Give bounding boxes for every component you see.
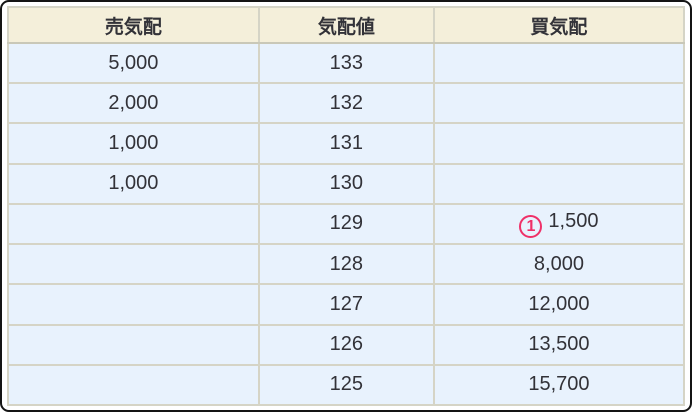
- sell-qty-cell: 2,000: [7, 82, 260, 125]
- price-cell: 131: [257, 122, 435, 165]
- sell-qty-cell: [7, 283, 260, 326]
- col-header-sell-quotes: 売気配: [7, 6, 260, 44]
- col-header-buy-quotes: 買気配: [432, 6, 686, 44]
- header-row: 売気配 気配値 買気配: [7, 6, 686, 44]
- sell-qty-cell: 5,000: [7, 41, 260, 85]
- price-cell: 132: [257, 82, 435, 125]
- price-cell: 126: [257, 323, 435, 366]
- sell-qty-cell: [7, 243, 260, 286]
- table-row: 126 13,500: [7, 323, 686, 366]
- table-row: 128 8,000: [7, 243, 686, 286]
- price-cell: 130: [257, 162, 435, 205]
- table-row: 1,000 130: [7, 162, 686, 205]
- buy-qty-cell: 12,000: [432, 283, 686, 326]
- sell-qty-cell: 1,000: [7, 122, 260, 165]
- circled-number-badge-icon: 1: [519, 215, 543, 239]
- buy-qty-cell: 15,700: [432, 363, 686, 407]
- sell-qty-cell: [7, 323, 260, 366]
- buy-qty-cell: [432, 162, 686, 205]
- buy-qty-cell: [432, 82, 686, 125]
- sell-qty-cell: [7, 202, 260, 246]
- order-book-table: 売気配 気配値 買気配 5,000 133 2,000 132 1,000 131 1,00…: [7, 6, 686, 407]
- buy-qty-cell: 8,000: [432, 243, 686, 286]
- buy-qty-cell: [432, 41, 686, 85]
- buy-qty-cell: 13,500: [432, 323, 686, 366]
- table-row: 2,000 132: [7, 82, 686, 125]
- table-row: 129 1 1,500: [7, 202, 686, 246]
- price-cell: 128: [257, 243, 435, 286]
- table-row: 1,000 131: [7, 122, 686, 165]
- buy-qty-value: 1,500: [548, 209, 599, 232]
- buy-qty-cell: 1 1,500: [432, 202, 686, 246]
- price-cell: 133: [257, 41, 435, 85]
- price-cell: 125: [257, 363, 435, 407]
- table-row: 5,000 133: [7, 41, 686, 85]
- col-header-quote-price: 気配値: [257, 6, 435, 44]
- table-row: 127 12,000: [7, 283, 686, 326]
- sell-qty-cell: 1,000: [7, 162, 260, 205]
- sell-qty-cell: [7, 363, 260, 407]
- table-row: 125 15,700: [7, 363, 686, 407]
- price-cell: 129: [257, 202, 435, 246]
- order-book-rows: 5,000 133 2,000 132 1,000 131 1,000 130 129 1 1,50…: [7, 41, 686, 407]
- buy-qty-cell: [432, 122, 686, 165]
- price-cell: 127: [257, 283, 435, 326]
